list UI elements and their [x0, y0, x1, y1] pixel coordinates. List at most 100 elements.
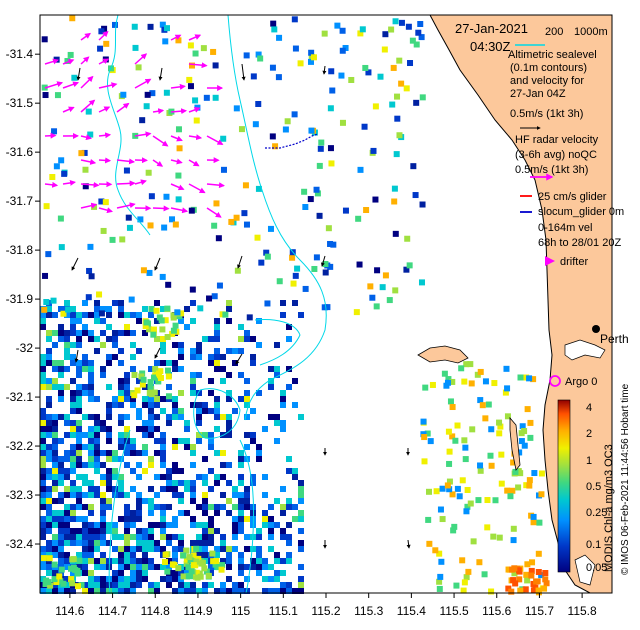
chl-pixel — [180, 573, 187, 580]
chl-pixel — [106, 402, 112, 408]
chl-pixel — [238, 492, 244, 498]
chl-pixel — [214, 474, 220, 480]
chl-pixel — [526, 375, 533, 382]
date-label: 27-Jan-2021 — [455, 21, 528, 36]
chl-pixel — [268, 522, 274, 528]
chl-pixel — [106, 528, 112, 534]
chl-pixel — [233, 105, 240, 112]
chl-pixel — [518, 438, 525, 445]
chl-pixel — [148, 366, 154, 372]
chl-pixel — [274, 570, 280, 576]
chl-pixel — [202, 528, 208, 534]
chl-pixel — [413, 99, 420, 106]
chl-pixel — [112, 588, 118, 594]
x-tick-label: 114.8 — [141, 604, 170, 618]
chl-pixel — [56, 573, 63, 580]
chl-pixel — [58, 366, 64, 372]
chl-pixel — [162, 38, 169, 45]
chl-pixel — [41, 84, 48, 91]
chl-pixel — [194, 574, 201, 581]
chl-pixel — [208, 444, 214, 450]
chl-pixel — [280, 510, 286, 516]
chl-pixel — [166, 480, 172, 486]
chl-pixel — [76, 552, 82, 558]
x-tick-label: 114.9 — [183, 604, 212, 618]
chl-pixel — [130, 444, 136, 450]
x-tick-label: 115.7 — [525, 604, 554, 618]
chl-pixel — [136, 450, 142, 456]
x-tick-label: 115.1 — [269, 604, 298, 618]
chl-pixel — [136, 570, 142, 576]
hf-arrow — [188, 107, 201, 113]
chl-pixel — [58, 474, 64, 480]
chl-pixel — [82, 558, 88, 564]
chl-pixel — [52, 522, 58, 528]
chl-pixel — [203, 94, 210, 101]
chl-pixel — [76, 342, 82, 348]
chl-pixel — [76, 450, 82, 456]
chl-pixel — [52, 420, 58, 426]
chl-pixel — [40, 546, 46, 552]
hf-arrow — [98, 58, 110, 65]
chl-pixel — [298, 564, 304, 570]
chl-pixel — [166, 582, 172, 588]
glider-track — [265, 133, 319, 149]
chl-pixel — [52, 516, 58, 522]
chl-pixel — [516, 576, 523, 583]
chl-pixel — [459, 477, 466, 484]
chl-pixel — [88, 450, 94, 456]
chl-pixel — [154, 564, 160, 570]
chl-pixel — [82, 330, 88, 336]
chl-pixel — [444, 379, 451, 386]
chl-pixel — [355, 215, 362, 222]
chl-pixel — [136, 534, 142, 540]
chl-pixel — [172, 516, 178, 522]
chl-pixel — [64, 450, 70, 456]
chl-pixel — [100, 342, 106, 348]
chl-pixel — [130, 438, 136, 444]
chl-pixel — [154, 492, 160, 498]
chl-pixel — [46, 336, 52, 342]
chl-pixel — [69, 580, 76, 587]
chl-pixel — [70, 402, 76, 408]
chl-pixel — [52, 552, 58, 558]
chl-pixel — [88, 522, 94, 528]
chl-pixel — [130, 366, 136, 372]
chl-pixel — [130, 558, 136, 564]
chl-pixel — [171, 562, 178, 569]
chl-pixel — [160, 306, 166, 312]
chl-pixel — [135, 64, 142, 71]
x-tick-label: 115.2 — [311, 604, 340, 618]
chl-pixel — [250, 474, 256, 480]
chl-pixel — [461, 378, 468, 385]
chl-pixel — [166, 474, 172, 480]
chl-pixel — [70, 540, 76, 546]
chl-pixel — [88, 396, 94, 402]
chl-pixel — [172, 360, 178, 366]
chl-pixel — [214, 546, 220, 552]
chl-pixel — [94, 528, 100, 534]
chl-pixel — [232, 360, 238, 366]
chl-pixel — [503, 365, 510, 372]
chl-pixel — [178, 534, 184, 540]
chl-pixel — [172, 552, 178, 558]
chl-pixel — [40, 534, 46, 540]
chl-pixel — [238, 510, 244, 516]
chl-pixel — [226, 546, 232, 552]
chl-pixel — [244, 504, 250, 510]
chl-pixel — [298, 414, 304, 420]
chl-pixel — [298, 480, 304, 486]
chl-pixel — [136, 462, 142, 468]
chl-pixel — [82, 480, 88, 486]
chl-pixel — [148, 402, 154, 408]
chl-pixel — [142, 546, 148, 552]
chl-pixel — [41, 306, 48, 313]
chl-pixel — [427, 438, 434, 445]
chl-pixel — [52, 546, 58, 552]
chl-pixel — [190, 300, 196, 306]
chl-pixel — [487, 452, 494, 459]
chl-pixel — [40, 450, 46, 456]
chl-pixel — [175, 172, 182, 179]
chl-pixel — [126, 224, 133, 231]
chl-pixel — [58, 510, 64, 516]
